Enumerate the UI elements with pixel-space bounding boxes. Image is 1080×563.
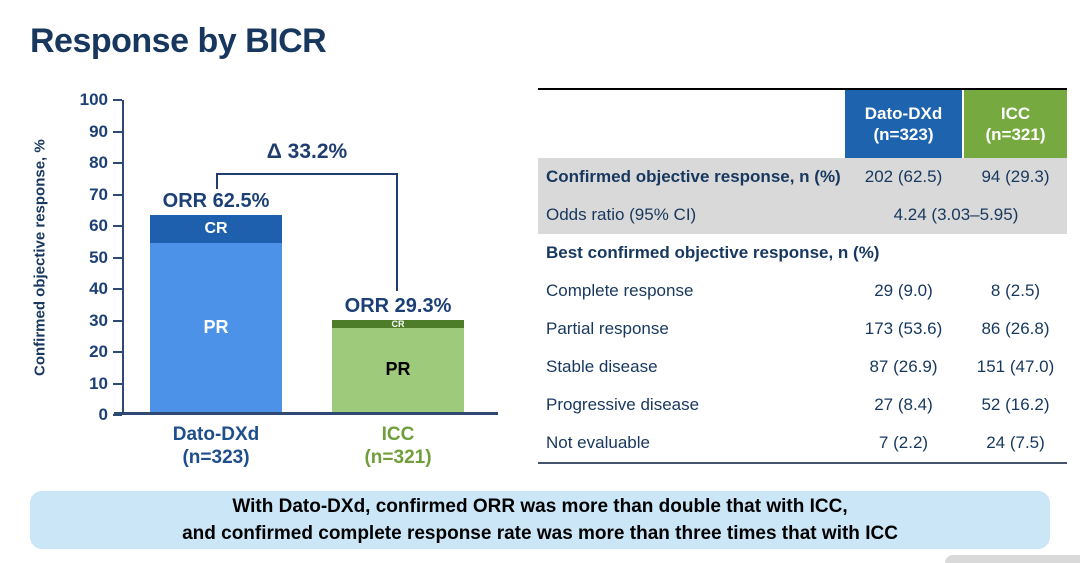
- y-axis-tick: [113, 382, 122, 385]
- y-axis-tick: [113, 319, 122, 322]
- x-category-label: ICC (n=321): [307, 423, 489, 469]
- row-label: Not evaluable: [546, 433, 650, 452]
- table-row: Partial response 173 (53.6) 86 (26.8): [538, 310, 1067, 348]
- x-category-label: Dato-DXd (n=323): [125, 423, 307, 469]
- y-tick-label: 70: [89, 184, 108, 204]
- y-axis-tick: [113, 193, 122, 196]
- bar-segment-PR: PR: [150, 243, 282, 412]
- y-tick-label: 80: [89, 153, 108, 172]
- orr-value-label: ORR 29.3%: [344, 294, 452, 317]
- row-value: 8 (2.5): [990, 281, 1041, 300]
- y-tick-label: 0: [98, 405, 108, 424]
- x-category-name: ICC: [381, 424, 415, 445]
- table-row: Complete response 29 (9.0) 8 (2.5): [538, 272, 1067, 310]
- bar-Dato-DXd: PR CR: [150, 215, 282, 412]
- y-axis-tick: [113, 256, 122, 259]
- row-value: 52 (16.2): [981, 395, 1050, 414]
- bar-ICC: PR CR: [332, 319, 464, 412]
- y-tick-label: 10: [89, 373, 108, 393]
- row-value: 27 (8.4): [874, 395, 933, 414]
- y-tick-label: 40: [89, 279, 108, 298]
- table-row: Progressive disease 27 (8.4) 52 (16.2): [538, 386, 1067, 424]
- response-table: Dato-DXd (n=323) ICC (n=321) Confirmed obje…: [538, 88, 1067, 464]
- table-body: Confirmed objective response, n (%) 202 (…: [538, 158, 1067, 464]
- page-title: Response by BICR: [30, 22, 327, 60]
- bottom-right-sliver: [945, 555, 1080, 563]
- orr-bar-chart: 0 10 20 30 40 50 60 70 80 90 100 PR CR ORR 62.5% Dato-…: [80, 90, 498, 468]
- y-axis-tick: [113, 351, 122, 353]
- summary-banner: With Dato-DXd, confirmed ORR was more th…: [30, 491, 1050, 549]
- row-value: 24 (7.5): [986, 433, 1045, 452]
- delta-label: Δ 33.2%: [266, 140, 348, 163]
- row-value: 94 (29.3): [981, 167, 1050, 186]
- row-label: Odds ratio (95% CI): [546, 205, 697, 224]
- y-tick-label: 90: [89, 121, 108, 141]
- row-value: 173 (53.6): [864, 319, 943, 338]
- header-arm-n: (n=321): [985, 125, 1046, 144]
- table-row: Not evaluable 7 (2.2) 24 (7.5): [538, 424, 1067, 462]
- header-arm-name: Dato-DXd: [864, 104, 943, 123]
- table-header-row: Dato-DXd (n=323) ICC (n=321): [538, 90, 1067, 158]
- y-axis-tick: [113, 162, 122, 164]
- bar-segment-CR: CR: [150, 215, 282, 244]
- row-label: Complete response: [546, 281, 694, 300]
- table-row: Best confirmed objective response, n (%): [538, 234, 1067, 272]
- y-tick-label: 50: [89, 247, 108, 267]
- row-label: Best confirmed objective response, n (%): [546, 243, 880, 262]
- row-value: 29 (9.0): [874, 281, 933, 300]
- table-header-ICC: ICC (n=321): [964, 90, 1067, 158]
- x-axis-line: [114, 412, 498, 415]
- row-value: 87 (26.9): [869, 357, 938, 376]
- row-value: 151 (47.0): [976, 357, 1055, 376]
- delta-bracket-left-tick: [216, 173, 218, 189]
- table-row: Stable disease 87 (26.9) 151 (47.0): [538, 348, 1067, 386]
- summary-line-1: With Dato-DXd, confirmed ORR was more th…: [232, 496, 848, 517]
- row-value: 202 (62.5): [864, 167, 943, 186]
- row-label: Partial response: [546, 319, 669, 338]
- delta-bracket-horizontal: [216, 173, 398, 175]
- row-label: Progressive disease: [546, 395, 700, 414]
- y-tick-label: 30: [89, 310, 108, 330]
- y-axis-tick: [113, 225, 122, 227]
- table-row: Odds ratio (95% CI) 4.24 (3.03–5.95): [538, 196, 1067, 234]
- row-value: 86 (26.8): [981, 319, 1050, 338]
- summary-line-2: and confirmed complete response rate was…: [182, 523, 898, 544]
- row-label: Confirmed objective response, n (%): [546, 167, 841, 186]
- y-axis-label: Confirmed objective response, %: [31, 139, 49, 376]
- row-value: 7 (2.2): [878, 433, 929, 452]
- x-category-n: (n=321): [364, 447, 432, 468]
- orr-value-label: ORR 62.5%: [162, 190, 270, 213]
- y-axis-tick: [113, 288, 122, 290]
- x-category-n: (n=323): [182, 447, 250, 468]
- x-category-name: Dato-DXd: [172, 424, 260, 445]
- row-label: Stable disease: [546, 357, 658, 376]
- row-merged-value: 4.24 (3.03–5.95): [893, 205, 1019, 224]
- header-arm-n: (n=323): [873, 125, 934, 144]
- y-tick-label: 20: [89, 342, 108, 361]
- table-header-Dato-DXd: Dato-DXd (n=323): [845, 90, 962, 158]
- y-tick-label: 60: [89, 216, 108, 235]
- delta-bracket-right-line: [396, 173, 398, 291]
- y-tick-label: 100: [79, 90, 108, 109]
- y-axis-tick: [113, 414, 122, 416]
- bar-segment-CR: CR: [332, 319, 464, 329]
- y-axis-tick: [113, 99, 122, 101]
- header-arm-name: ICC: [1000, 104, 1031, 123]
- bar-segment-PR: PR: [332, 327, 464, 412]
- table-row: Confirmed objective response, n (%) 202 (…: [538, 158, 1067, 196]
- y-axis-tick: [113, 130, 122, 133]
